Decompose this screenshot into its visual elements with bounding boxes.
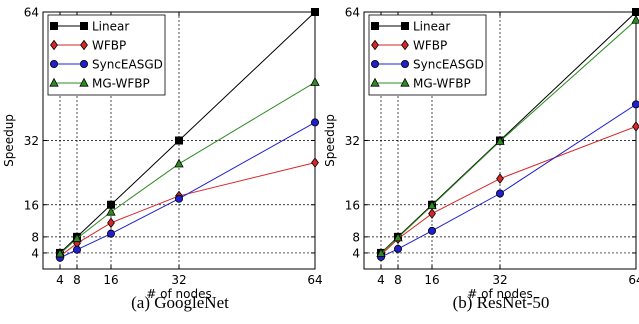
x-tick-label: 32 xyxy=(492,273,507,287)
x-tick-label: 32 xyxy=(171,273,186,287)
legend-marker xyxy=(370,21,379,30)
data-point-mg-wfbp xyxy=(72,233,82,243)
data-point-wfbp xyxy=(428,208,436,219)
series-line-synceasgd xyxy=(59,121,316,259)
data-point-mg-wfbp xyxy=(310,77,320,86)
y-tick-label: 64 xyxy=(24,6,39,20)
legend-box xyxy=(47,14,166,96)
x-tick-label: 8 xyxy=(73,273,81,287)
data-point-mg-wfbp xyxy=(106,206,116,216)
x-tick-label: 16 xyxy=(424,273,439,287)
data-point-wfbp xyxy=(632,121,639,132)
data-point-synceasgd xyxy=(393,244,402,253)
x-tick-label: 8 xyxy=(394,273,402,287)
y-tick-label: 8 xyxy=(352,230,360,244)
legend-marker xyxy=(80,60,89,69)
data-point-linear xyxy=(632,7,639,16)
legend-box xyxy=(368,14,487,96)
x-tick-label: 64 xyxy=(628,273,639,287)
data-point-wfbp xyxy=(107,217,115,229)
data-point-synceasgd xyxy=(310,118,319,127)
legend-marker xyxy=(401,39,409,51)
legend-marker xyxy=(50,60,59,69)
data-point-synceasgd xyxy=(174,194,183,203)
subfigure-caption: (a) GoogleNet xyxy=(131,293,229,312)
series-line-synceasgd xyxy=(380,103,637,258)
data-point-mg-wfbp xyxy=(495,136,505,145)
legend-marker xyxy=(400,77,410,87)
data-point-synceasgd xyxy=(73,245,82,254)
x-tick-label: 4 xyxy=(56,273,64,287)
data-point-mg-wfbp xyxy=(174,158,184,168)
data-point-synceasgd xyxy=(107,229,116,238)
y-tick-label: 32 xyxy=(345,134,360,148)
legend-entry-linear: Linear xyxy=(413,20,450,34)
data-point-synceasgd xyxy=(427,226,436,235)
data-point-wfbp xyxy=(496,173,504,184)
data-point-mg-wfbp xyxy=(393,232,403,242)
y-tick-label: 32 xyxy=(24,134,39,148)
data-point-mg-wfbp xyxy=(427,200,437,210)
legend-marker xyxy=(80,21,89,30)
legend-marker xyxy=(79,77,89,87)
y-axis-label: Speedup xyxy=(2,114,16,167)
legend-marker xyxy=(371,39,379,51)
legend-entry-linear: Linear xyxy=(92,20,129,34)
series-line-wfbp xyxy=(380,125,637,256)
data-point-synceasgd xyxy=(495,189,504,198)
legend-entry-synceasgd: SyncEASGD xyxy=(413,58,484,72)
legend-marker xyxy=(50,39,58,51)
x-axis-label: # of nodes xyxy=(467,287,532,301)
legend-entry-mg-wfbp: MG-WFBP xyxy=(92,77,150,91)
x-tick-label: 4 xyxy=(377,273,385,287)
series-line-wfbp xyxy=(59,162,316,257)
legend-entry-wfbp: WFBP xyxy=(92,39,126,53)
data-point-wfbp xyxy=(311,157,319,168)
legend-entry-synceasgd: SyncEASGD xyxy=(92,58,163,72)
x-tick-label: 16 xyxy=(103,273,118,287)
x-tick-label: 64 xyxy=(307,273,322,287)
legend-entry-mg-wfbp: MG-WFBP xyxy=(413,77,471,91)
series-line-mg-wfbp xyxy=(59,81,316,255)
data-point-mg-wfbp xyxy=(376,248,386,257)
legend-marker xyxy=(400,60,409,69)
subfigure-caption: (b) ResNet-50 xyxy=(453,293,550,312)
legend-marker xyxy=(50,21,59,30)
data-point-mg-wfbp xyxy=(631,14,639,24)
legend-marker xyxy=(370,77,380,87)
y-tick-label: 4 xyxy=(31,246,39,260)
data-point-linear xyxy=(174,136,183,145)
legend-marker xyxy=(370,60,379,69)
data-point-mg-wfbp xyxy=(55,248,65,258)
legend-marker xyxy=(400,21,409,30)
legend-marker xyxy=(49,77,59,87)
y-axis-label: Speedup xyxy=(323,114,337,167)
y-tick-label: 16 xyxy=(24,198,39,212)
y-tick-label: 64 xyxy=(345,6,360,20)
y-tick-label: 16 xyxy=(345,198,360,212)
legend-entry-wfbp: WFBP xyxy=(413,39,447,53)
legend-marker xyxy=(80,39,88,51)
data-point-linear xyxy=(310,7,319,16)
y-tick-label: 4 xyxy=(352,246,360,260)
data-point-synceasgd xyxy=(632,100,639,109)
x-axis-label: # of nodes xyxy=(146,287,211,301)
y-tick-label: 8 xyxy=(31,230,39,244)
